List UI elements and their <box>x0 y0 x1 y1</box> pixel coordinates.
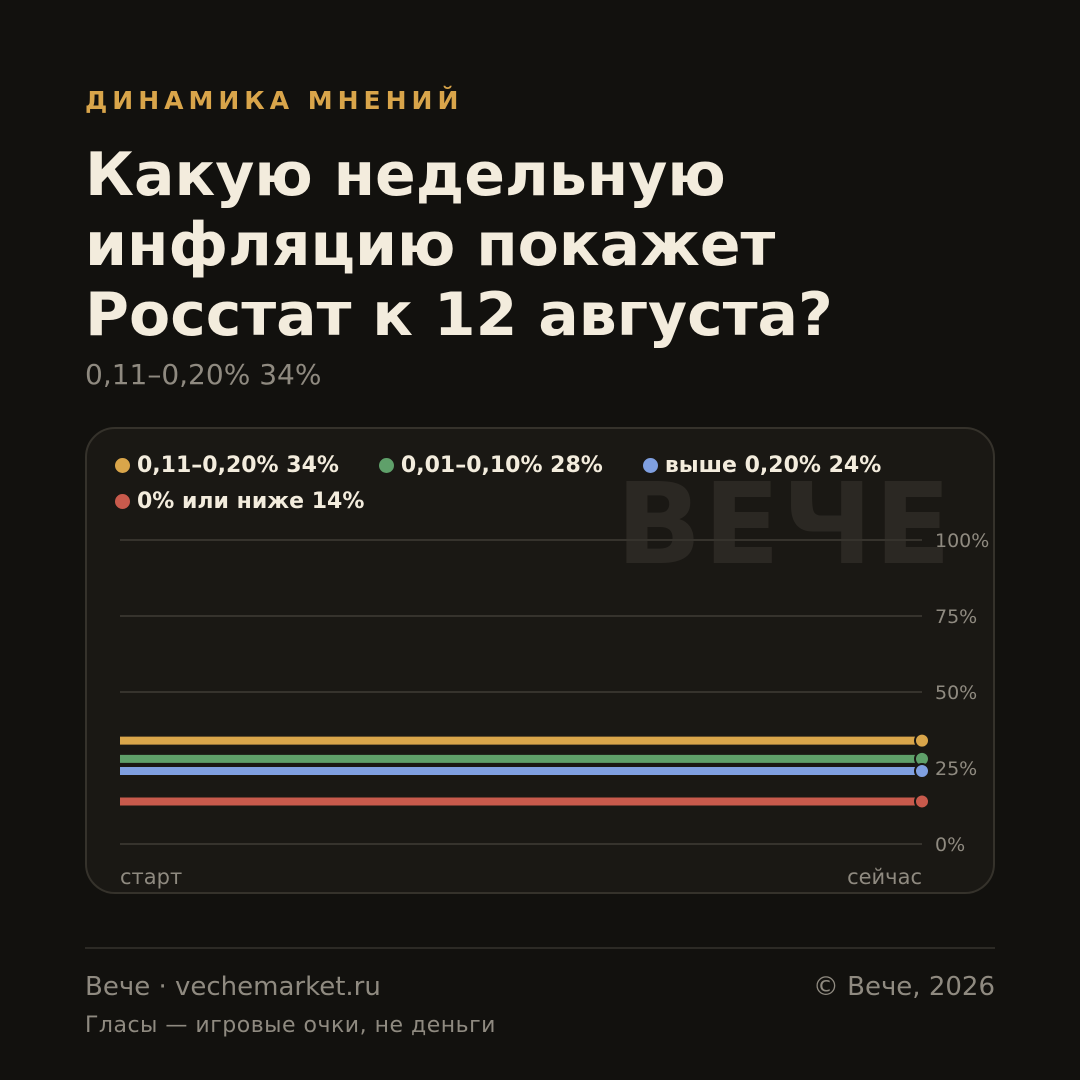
series-end-point <box>914 732 930 749</box>
legend-label: 0,01–0,10% 28% <box>400 452 603 478</box>
footer-copyright: © Вече, 2026 <box>812 972 995 1002</box>
legend-item: 0,01–0,10% 28% <box>378 452 603 478</box>
y-tick-label: 0% <box>935 834 965 856</box>
x-tick-label: старт <box>120 865 182 889</box>
y-tick-label: 100% <box>935 530 989 552</box>
legend-item: 0,11–0,20% 34% <box>115 452 339 478</box>
chart-card: ВЕЧЕ 0,11–0,20% 34% 0,01–0,10% 28% выше 0,… <box>85 427 995 894</box>
series-end-point <box>914 793 930 810</box>
legend-item: 0% или ниже 14% <box>115 488 365 514</box>
x-tick-label: сейчас <box>847 865 922 889</box>
footer-brand[interactable]: Вече · vechemarket.ru <box>85 972 381 1002</box>
y-tick-label: 25% <box>935 758 977 780</box>
watermark: ВЕЧЕ <box>616 460 953 590</box>
legend-label: выше 0,20% 24% <box>664 452 882 478</box>
chart-legend: 0,11–0,20% 34% 0,01–0,10% 28% выше 0,20% 2… <box>115 452 975 514</box>
legend-label: 0% или ниже 14% <box>137 488 365 514</box>
legend-swatch <box>378 457 394 473</box>
page-title: Какую недельную инфляцию покажет Росстат… <box>85 140 833 350</box>
subtitle: 0,11–0,20% 34% <box>85 358 322 391</box>
y-tick-label: 50% <box>935 682 977 704</box>
legend-swatch <box>115 457 130 473</box>
legend-item: выше 0,20% 24% <box>642 452 882 478</box>
line-chart: 0% 25% 50% 75% 100% старт сейчас <box>120 530 989 889</box>
series-end-point <box>914 763 930 780</box>
y-tick-label: 75% <box>935 606 977 628</box>
legend-swatch <box>642 457 658 473</box>
legend-swatch <box>115 493 130 509</box>
legend-label: 0,11–0,20% 34% <box>137 452 339 478</box>
footer-divider <box>85 947 995 949</box>
kicker: ДИНАМИКА МНЕНИЙ <box>85 86 464 115</box>
footer-note: Гласы — игровые очки, не деньги <box>85 1013 496 1038</box>
